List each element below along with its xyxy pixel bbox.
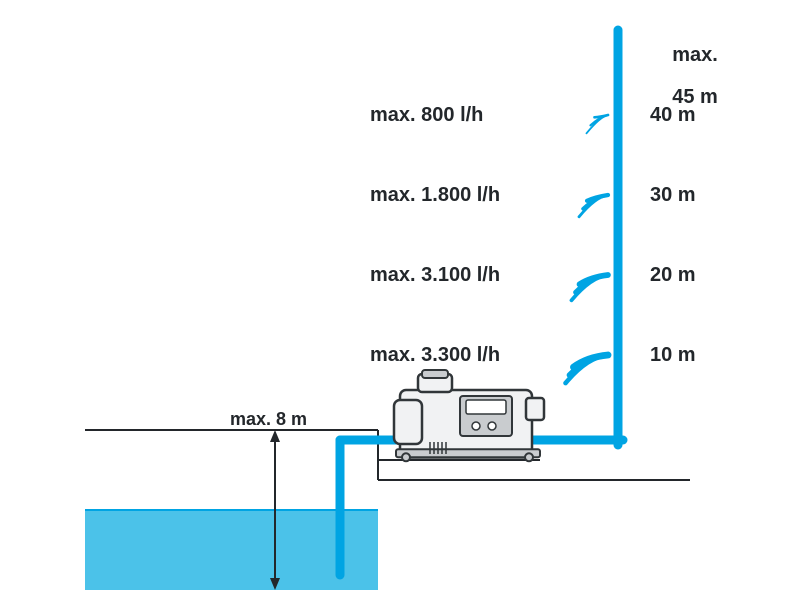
max-height-prefix: max. xyxy=(672,44,718,66)
flow-1800: max. 1.800 l/h xyxy=(370,185,500,206)
pump-performance-diagram: max. 45 m 40 m 30 m 20 m 10 m max. 800 l… xyxy=(0,0,800,600)
height-30: 30 m xyxy=(650,185,696,206)
height-20: 20 m xyxy=(650,265,696,286)
flow-3100: max. 3.100 l/h xyxy=(370,265,500,286)
height-10: 10 m xyxy=(650,345,696,366)
height-40: 40 m xyxy=(650,105,696,126)
suction-depth-label: max. 8 m xyxy=(230,410,307,429)
flow-800: max. 800 l/h xyxy=(370,105,483,126)
flow-3300: max. 3.300 l/h xyxy=(370,345,500,366)
